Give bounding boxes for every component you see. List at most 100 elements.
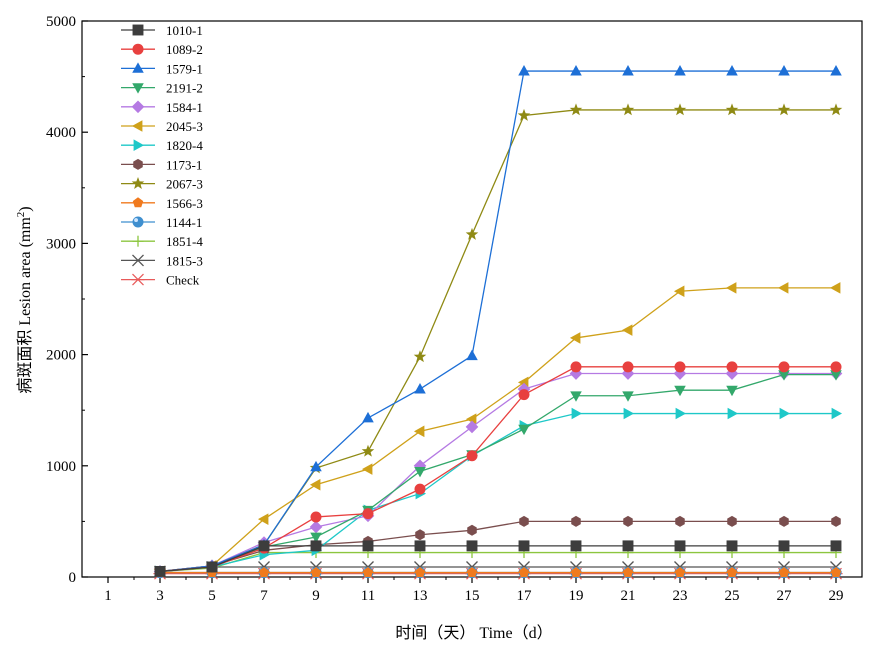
data-point	[518, 540, 530, 552]
data-point	[518, 424, 530, 436]
data-point	[465, 413, 477, 425]
data-point	[830, 370, 842, 381]
legend-item: 1010-1	[121, 23, 203, 38]
data-point	[674, 540, 686, 552]
data-point	[829, 282, 841, 294]
data-point	[518, 64, 530, 76]
data-point	[674, 385, 686, 397]
y-axis-title-close: )	[17, 206, 34, 211]
y-tick-label: 5000	[46, 14, 76, 30]
data-point	[831, 407, 843, 420]
data-point	[622, 64, 634, 76]
data-point	[309, 478, 321, 491]
legend: 1010-1 1089-2 1579-1 2191-2 1584-1 2045-3 1820…	[121, 23, 203, 288]
data-point	[467, 524, 477, 536]
data-point	[258, 540, 270, 552]
data-point	[675, 407, 687, 420]
series-line	[159, 566, 836, 573]
data-point	[570, 391, 582, 402]
data-point	[726, 385, 738, 397]
data-point	[778, 64, 790, 76]
data-point	[131, 177, 145, 189]
series-line	[159, 109, 836, 573]
legend-item: 1851-4	[121, 234, 203, 249]
series-line	[159, 366, 836, 573]
data-point	[623, 515, 633, 527]
x-tick-label: 5	[208, 588, 216, 604]
series-1566-3	[154, 567, 842, 577]
series-line	[159, 70, 836, 573]
data-point	[621, 324, 633, 336]
data-point	[309, 520, 323, 534]
data-point	[518, 389, 530, 401]
legend-item: 1089-2	[121, 42, 203, 57]
legend-label: 1144-1	[166, 215, 202, 230]
data-point	[465, 227, 479, 240]
legend-label: 1584-1	[166, 100, 203, 115]
data-point	[778, 540, 790, 552]
data-point	[570, 361, 582, 373]
series-1089-2	[154, 361, 842, 577]
series-line	[159, 412, 836, 573]
legend-label: 1089-2	[166, 42, 203, 57]
data-point	[361, 463, 373, 475]
data-point	[621, 103, 635, 116]
legend-item: 1584-1	[121, 100, 203, 115]
data-point	[623, 407, 635, 420]
x-axis: 1 3 5 7 9 11 13 15 17 19 21 23 25 27 29	[104, 577, 844, 604]
data-point	[777, 282, 789, 294]
data-point	[778, 370, 790, 381]
legend-label: 1566-3	[166, 196, 203, 211]
legend-label: Check	[166, 273, 200, 288]
legend-item: 1566-3	[121, 196, 203, 211]
series-line	[159, 287, 836, 573]
data-point	[132, 43, 144, 55]
series-2045-3	[153, 282, 841, 578]
data-point	[466, 540, 478, 552]
data-point	[727, 515, 737, 527]
data-point	[133, 139, 145, 151]
data-point	[361, 444, 375, 457]
data-point	[206, 561, 218, 573]
y-tick-label: 3000	[46, 236, 76, 252]
legend-label: 1851-4	[166, 234, 203, 249]
data-point	[465, 420, 479, 434]
data-point	[132, 197, 144, 208]
data-point	[132, 216, 144, 228]
data-point	[570, 540, 582, 552]
data-point	[132, 24, 144, 36]
legend-label: 1815-3	[166, 253, 203, 268]
y-tick-label: 1000	[46, 459, 76, 475]
legend-item: 1820-4	[121, 138, 203, 153]
data-point	[622, 567, 634, 577]
data-point	[622, 540, 634, 552]
x-tick-label: 21	[621, 588, 636, 604]
data-point	[725, 103, 739, 116]
data-point	[674, 361, 686, 373]
data-point	[569, 103, 583, 116]
x-axis-title: 时间（天） Time（d）	[395, 624, 552, 642]
legend-item: 1579-1	[121, 61, 203, 76]
data-point	[726, 540, 738, 552]
data-point	[132, 254, 144, 267]
data-point	[131, 120, 143, 132]
data-point	[830, 361, 842, 373]
x-tick-label: 29	[829, 588, 844, 604]
data-point	[257, 513, 269, 525]
data-point	[622, 391, 634, 402]
series-1173-1	[155, 515, 841, 577]
y-axis: 0 1000 2000 3000 4000 5000	[46, 14, 88, 586]
legend-label: 1010-1	[166, 23, 203, 38]
legend-item: Check	[121, 273, 200, 288]
data-point	[310, 532, 322, 544]
y-tick-label: 2000	[46, 348, 76, 364]
data-point	[131, 100, 145, 114]
x-tick-label: 15	[465, 588, 480, 604]
y-axis-title: 病斑面积 Lesion area (mm2)	[15, 206, 34, 393]
data-point	[569, 332, 581, 344]
data-point	[413, 350, 427, 363]
series-1010-1	[154, 540, 842, 577]
data-point	[726, 361, 738, 373]
legend-label: 1173-1	[166, 157, 202, 172]
